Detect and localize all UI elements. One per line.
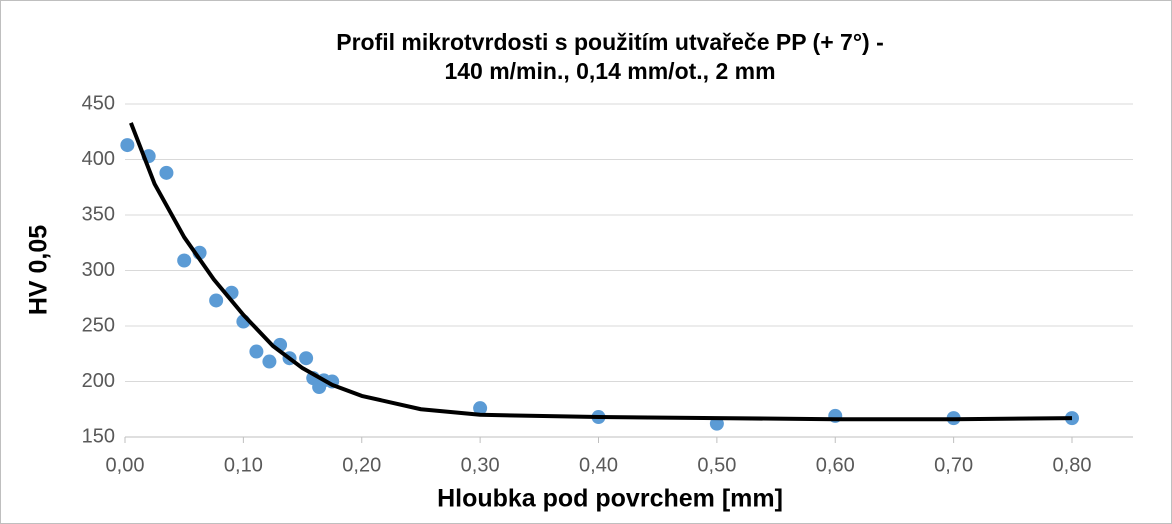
x-tick-label: 0,20	[342, 454, 381, 476]
data-point	[299, 351, 314, 366]
x-tick-label: 0,80	[1053, 454, 1092, 476]
x-tick-label: 0,10	[224, 454, 263, 476]
x-tick-label: 0,40	[579, 454, 618, 476]
y-axis-label: HV 0,05	[25, 225, 53, 315]
data-point	[177, 253, 192, 268]
trend-line	[129, 122, 1073, 422]
y-tick-label: 450	[82, 92, 115, 114]
y-tick-label: 200	[82, 370, 115, 392]
x-tick-label: 0,50	[697, 454, 736, 476]
x-tick-label: 0,60	[816, 454, 855, 476]
data-point	[709, 416, 724, 431]
x-tick-label: 0,70	[934, 454, 973, 476]
x-tick-label: 0,00	[106, 454, 145, 476]
data-point	[209, 293, 224, 308]
data-point	[249, 344, 264, 359]
data-point	[473, 401, 488, 416]
chart-title: 140 m/min., 0,14 mm/ot., 2 mm	[444, 58, 775, 84]
y-tick-label: 350	[82, 203, 115, 225]
chart-title: Profil mikrotvrdosti s použitím utvařeče…	[336, 29, 884, 55]
x-axis-label: Hloubka pod povrchem [mm]	[437, 485, 783, 513]
x-tick-label: 0,30	[461, 454, 500, 476]
data-point	[262, 354, 277, 369]
y-tick-label: 400	[82, 148, 115, 170]
y-tick-label: 150	[82, 425, 115, 447]
data-point	[120, 138, 135, 153]
y-tick-label: 250	[82, 314, 115, 336]
y-tick-label: 300	[82, 259, 115, 281]
data-point	[159, 165, 174, 180]
